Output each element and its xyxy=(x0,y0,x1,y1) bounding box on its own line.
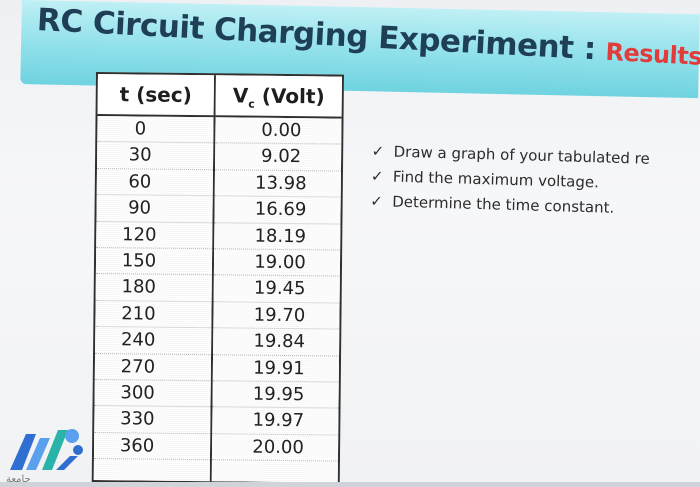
time-cell: 150 xyxy=(95,247,213,276)
task-text: Determine the time constant. xyxy=(391,192,615,217)
voltage-cell: 19.84 xyxy=(213,328,340,357)
voltage-cell: 13.98 xyxy=(214,170,341,198)
voltage-cell: 0.00 xyxy=(215,117,342,145)
checkmark-icon: ✓ xyxy=(370,166,384,185)
voltage-cell: 19.70 xyxy=(213,301,340,330)
task-text: Find the maximum voltage. xyxy=(392,167,600,191)
checkmark-icon: ✓ xyxy=(370,191,384,210)
time-cells: 0 30 60 90 120 150 180 210 240 270 300 330 360 xyxy=(93,116,214,482)
voltage-cell: 19.91 xyxy=(212,354,340,383)
task-text: Draw a graph of your tabulated re xyxy=(393,142,651,168)
time-cell: 0 xyxy=(97,116,214,144)
voltage-cell: 18.19 xyxy=(214,222,341,251)
voltage-cell: 19.45 xyxy=(213,275,340,304)
voltage-cells: 0.00 9.02 13.98 16.69 18.19 19.00 19.45 19.70 19… xyxy=(211,117,342,483)
time-cell: 180 xyxy=(95,274,212,302)
time-cell: 210 xyxy=(95,300,212,329)
voltage-cell: 20.00 xyxy=(211,433,339,462)
time-cell: 360 xyxy=(93,432,211,461)
voltage-header-prefix: V xyxy=(232,83,249,108)
voltage-cell: 9.02 xyxy=(214,143,342,172)
time-cell: 30 xyxy=(96,142,214,171)
voltage-cell: 19.95 xyxy=(212,381,339,409)
voltage-cell: 16.69 xyxy=(214,196,341,225)
time-cell: 60 xyxy=(96,168,213,197)
voltage-column: Vc (Volt) 0.00 9.02 13.98 16.69 18.19 19.00 19… xyxy=(211,75,342,483)
bottom-strip xyxy=(0,482,700,487)
time-cell: 90 xyxy=(96,195,213,223)
time-header: t (sec) xyxy=(97,74,214,118)
time-column: t (sec) 0 30 60 90 120 150 180 210 240 270 300 330 3… xyxy=(93,74,216,482)
time-cell: 240 xyxy=(95,327,212,355)
voltage-header: Vc (Volt) xyxy=(215,75,342,119)
university-logo-icon xyxy=(10,429,83,470)
voltage-cell: 19.00 xyxy=(213,249,341,277)
time-cell: 330 xyxy=(94,406,211,434)
time-cell: 300 xyxy=(94,379,211,408)
title-results: Results xyxy=(604,37,700,71)
task-list: ✓ Draw a graph of your tabulated re ✓ Find … xyxy=(370,138,700,222)
time-cell: 270 xyxy=(94,353,212,382)
checkmark-icon: ✓ xyxy=(371,141,385,160)
voltage-cell: 19.97 xyxy=(212,407,339,436)
time-cell: 120 xyxy=(96,221,213,250)
university-caption: جامعة xyxy=(6,474,31,485)
results-table: t (sec) 0 30 60 90 120 150 180 210 240 270 300 330 3… xyxy=(91,72,344,485)
voltage-header-suffix: (Volt) xyxy=(254,83,325,109)
